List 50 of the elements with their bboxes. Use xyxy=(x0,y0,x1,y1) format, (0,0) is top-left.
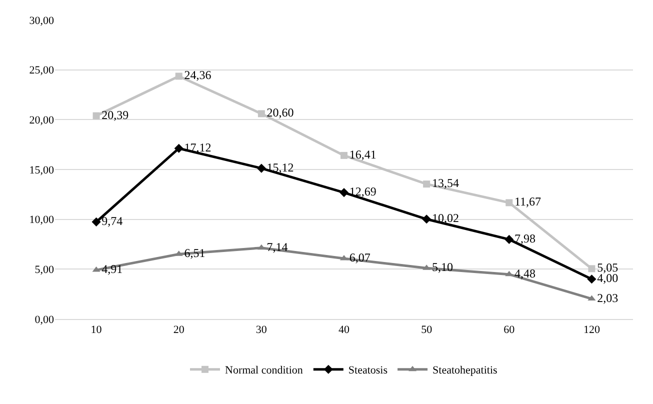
y-tick-label: 20,00 xyxy=(29,114,54,127)
x-tick-label: 120 xyxy=(583,324,600,336)
data-label: 4,48 xyxy=(514,266,536,280)
point xyxy=(423,180,430,188)
data-label: 11,67 xyxy=(514,194,542,209)
point xyxy=(504,234,514,244)
x-tick-label: 60 xyxy=(504,324,516,336)
point xyxy=(92,217,101,226)
y-tick-label: 0,00 xyxy=(34,314,54,326)
y-tick-label: 10,00 xyxy=(29,214,54,226)
y-tick-label: 30,00 xyxy=(29,14,54,27)
data-label: 24,36 xyxy=(184,68,212,82)
data-label: 6,51 xyxy=(184,246,206,260)
data-label: 20,39 xyxy=(102,108,129,122)
x-tick-label: 10 xyxy=(90,324,102,336)
point xyxy=(175,72,182,80)
point xyxy=(340,152,348,159)
point xyxy=(174,144,184,153)
data-label: 13,54 xyxy=(432,176,459,190)
point xyxy=(588,265,596,272)
x-tick-label: 30 xyxy=(256,324,268,336)
legend-label: Normal condition xyxy=(225,364,304,377)
point xyxy=(92,112,100,120)
data-label: 5,05 xyxy=(597,260,618,275)
data-label: 2,03 xyxy=(597,290,618,305)
point xyxy=(256,164,266,173)
y-tick-label: 15,00 xyxy=(29,164,54,176)
data-label: 16,41 xyxy=(349,147,376,162)
x-tick-label: 50 xyxy=(421,324,433,336)
point xyxy=(339,188,349,198)
data-label: 6,07 xyxy=(349,250,370,264)
point xyxy=(506,199,513,206)
data-label: 5,10 xyxy=(432,260,453,274)
data-label: 12,69 xyxy=(349,184,376,199)
data-label: 4,91 xyxy=(102,262,123,276)
point xyxy=(258,110,265,118)
legend-label: Steatosis xyxy=(348,364,388,377)
x-tick-label: 40 xyxy=(338,324,350,336)
data-label: 9,74 xyxy=(102,214,123,228)
point xyxy=(422,214,432,224)
data-label: 7,14 xyxy=(266,240,288,254)
y-tick-label: 5,00 xyxy=(34,264,54,276)
point xyxy=(587,274,596,284)
legend-label: Steatohepatitis xyxy=(432,364,498,377)
y-tick-label: 25,00 xyxy=(29,64,54,77)
x-tick-label: 20 xyxy=(173,324,185,336)
point xyxy=(257,244,266,250)
point xyxy=(588,295,596,301)
data-label: 7,98 xyxy=(514,231,536,246)
data-label: 20,60 xyxy=(266,106,294,120)
